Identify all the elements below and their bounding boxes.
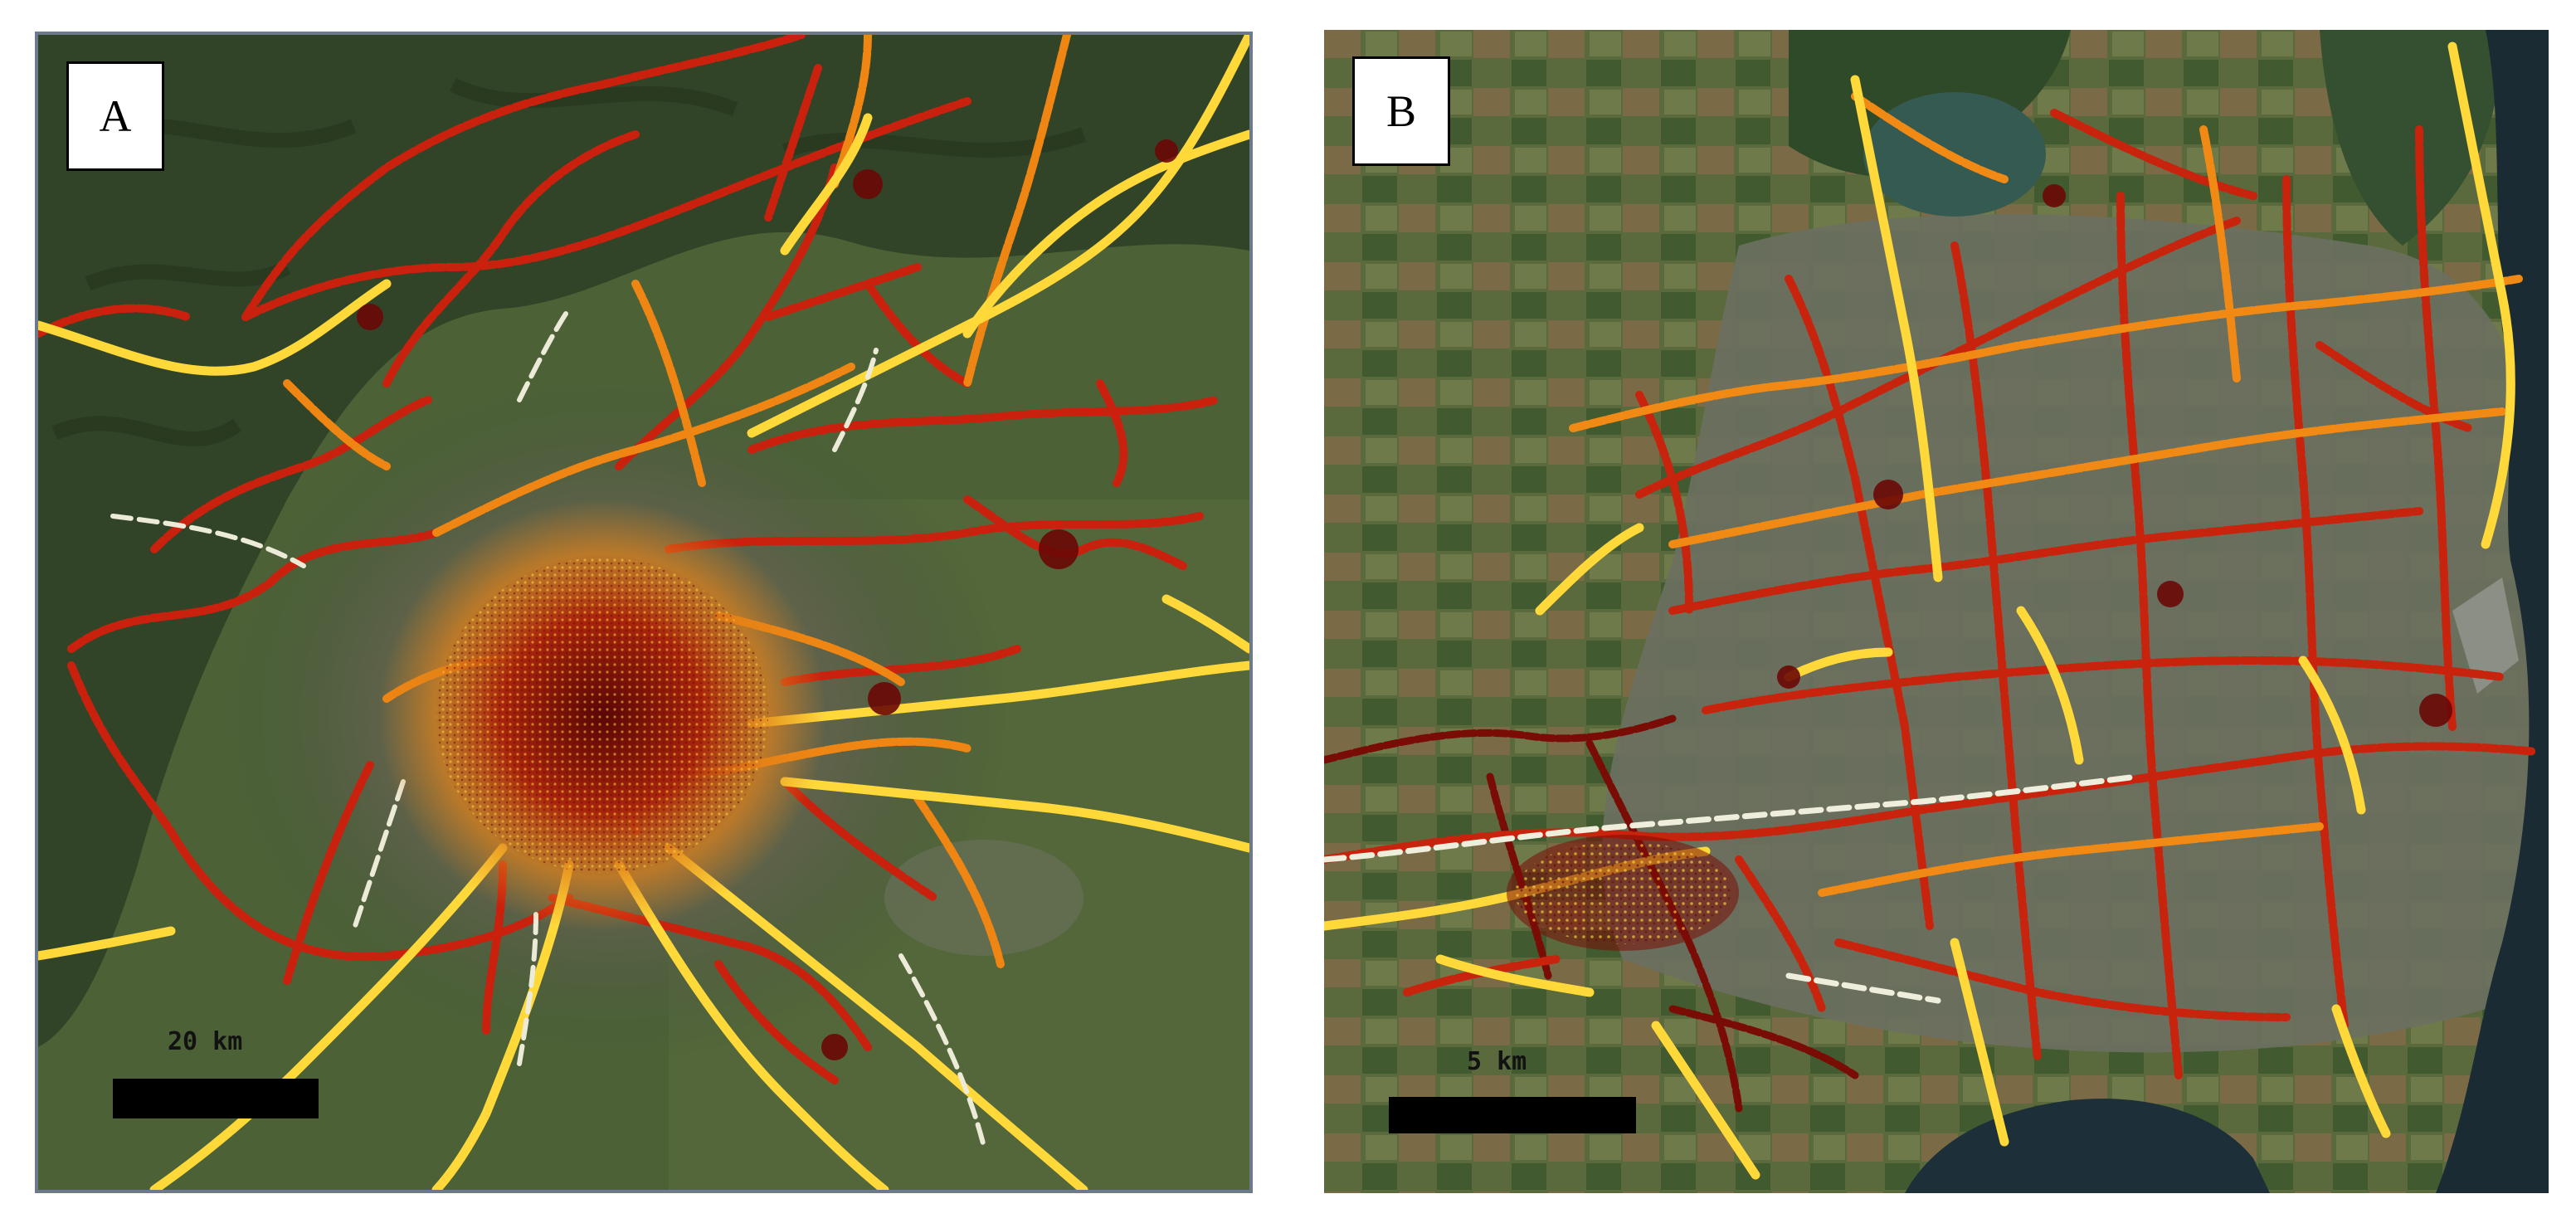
mountain-region	[38, 35, 1249, 1047]
satellite-map-b	[1324, 30, 2549, 1193]
route-density-speckle	[1515, 841, 1731, 944]
scale-bar-label-b: 5 km	[1467, 1047, 1527, 1076]
gps-routes-orange	[1569, 92, 2523, 897]
route-hotspots	[357, 139, 1178, 1060]
urban-patch	[884, 840, 1083, 956]
satellite-map-a	[38, 35, 1249, 1190]
scale-bar-b	[1389, 1097, 1636, 1133]
gps-routes-red	[38, 35, 1220, 1084]
route-hotspots	[1777, 184, 2452, 727]
gps-routes-yellow	[38, 35, 1249, 1190]
panel-label-b: B	[1352, 56, 1450, 166]
sea-east	[2436, 30, 2549, 1193]
scale-bar-label-a: 20 km	[168, 1027, 243, 1056]
scale-bar-a	[113, 1079, 319, 1118]
harbor	[2452, 577, 2519, 694]
route-density-speckle	[436, 558, 768, 873]
panel-label-a: A	[66, 61, 164, 171]
gps-routes-white	[1324, 773, 2140, 1004]
map-panel-b: B 5 km	[1324, 30, 2549, 1193]
map-panel-a: A 20 km	[35, 32, 1253, 1193]
ridge-texture	[51, 77, 1087, 446]
